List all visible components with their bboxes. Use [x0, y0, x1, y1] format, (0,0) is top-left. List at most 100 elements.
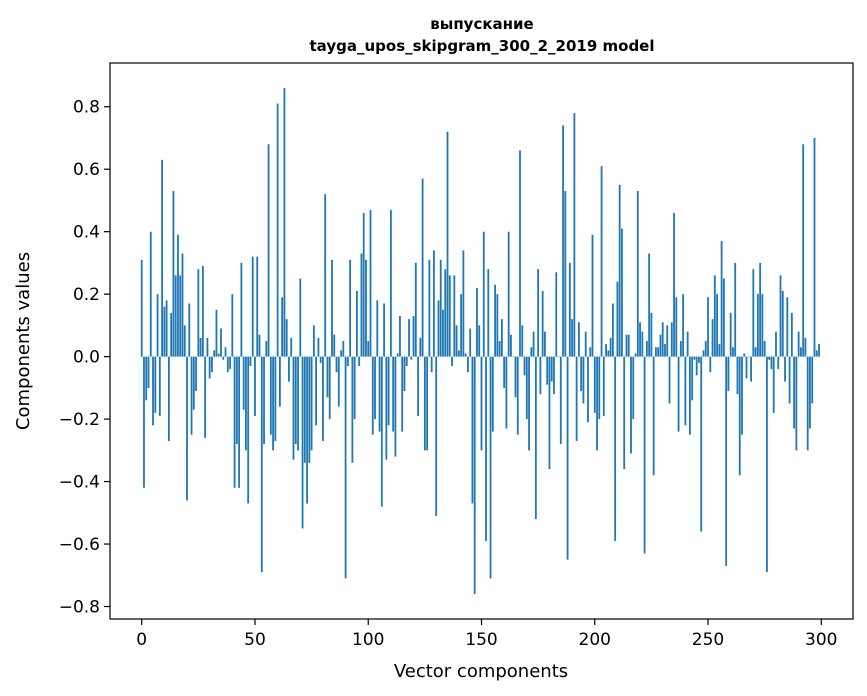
x-tick-label: 200 — [579, 630, 611, 650]
bar — [301, 356, 304, 529]
bar — [428, 259, 431, 357]
bar — [779, 275, 782, 357]
bar — [607, 350, 610, 357]
bar — [722, 278, 725, 357]
bar — [177, 234, 179, 357]
bar — [519, 150, 521, 357]
bar — [593, 356, 596, 413]
bar — [482, 231, 485, 357]
bar — [285, 319, 288, 357]
bar — [376, 300, 379, 357]
bar — [797, 331, 800, 357]
bar — [478, 325, 481, 357]
bar — [213, 350, 216, 357]
bar — [541, 291, 544, 357]
bar — [686, 331, 689, 357]
bar — [790, 312, 793, 357]
bar — [804, 337, 807, 357]
bar — [618, 184, 621, 357]
bar — [167, 356, 170, 441]
bar — [729, 312, 732, 357]
bar — [222, 356, 225, 360]
bar — [473, 356, 476, 595]
bar — [487, 269, 490, 357]
bar — [557, 356, 560, 358]
bar — [756, 294, 759, 357]
bar — [245, 356, 247, 451]
bar — [514, 356, 517, 398]
bar — [809, 356, 811, 429]
bar — [489, 356, 492, 579]
bar — [312, 325, 315, 357]
bar — [269, 356, 272, 435]
bars-group — [140, 87, 820, 595]
bar — [423, 356, 426, 451]
bar — [657, 347, 660, 357]
bar — [442, 309, 444, 357]
bar — [360, 253, 363, 357]
bar — [226, 356, 229, 373]
bar — [736, 356, 739, 395]
bar — [709, 356, 712, 373]
bar — [410, 356, 413, 360]
bar — [781, 291, 784, 357]
bar — [711, 319, 714, 357]
y-tick-label: 0.0 — [73, 348, 100, 368]
bar — [582, 356, 585, 404]
bar — [342, 341, 345, 357]
bar — [322, 356, 324, 441]
bar — [451, 356, 453, 366]
bar — [521, 325, 524, 357]
bar — [435, 356, 438, 516]
bar — [732, 347, 734, 357]
bar — [299, 278, 302, 357]
bar — [288, 356, 290, 382]
bar — [235, 356, 238, 445]
bar — [161, 159, 163, 357]
y-tick-label: 0.2 — [73, 285, 100, 305]
bar — [258, 334, 261, 357]
bar — [550, 356, 553, 382]
bar — [265, 341, 268, 357]
bar — [403, 356, 406, 391]
bar — [788, 356, 791, 404]
bar — [768, 356, 771, 360]
bar — [281, 297, 284, 357]
bar — [414, 262, 417, 357]
bar — [623, 356, 626, 470]
bar — [464, 353, 467, 357]
bar — [448, 275, 451, 357]
bar — [727, 356, 730, 391]
bar — [260, 356, 263, 573]
bar — [163, 306, 166, 357]
bar — [702, 350, 705, 357]
bar — [444, 269, 447, 357]
bar — [720, 241, 723, 357]
bar — [276, 103, 279, 357]
bar — [201, 266, 204, 357]
bar — [775, 331, 777, 357]
bar — [324, 194, 327, 357]
x-tick-label: 100 — [352, 630, 384, 650]
bar — [426, 356, 429, 451]
bar — [181, 253, 184, 357]
bar — [707, 297, 709, 357]
bar — [496, 294, 499, 357]
bar — [537, 269, 540, 357]
bar — [532, 331, 535, 357]
bar — [457, 350, 460, 357]
bar — [401, 356, 404, 432]
bar — [206, 337, 209, 357]
y-axis-label: Components values — [13, 252, 34, 430]
bar — [752, 269, 755, 357]
bar — [233, 356, 236, 488]
bar — [199, 337, 202, 357]
bar — [290, 337, 293, 357]
bar — [147, 356, 150, 388]
bar — [634, 353, 637, 357]
bar — [335, 356, 338, 373]
bar — [704, 341, 707, 357]
bar — [691, 356, 694, 401]
bar — [256, 256, 259, 357]
x-tick-label: 250 — [692, 630, 724, 650]
